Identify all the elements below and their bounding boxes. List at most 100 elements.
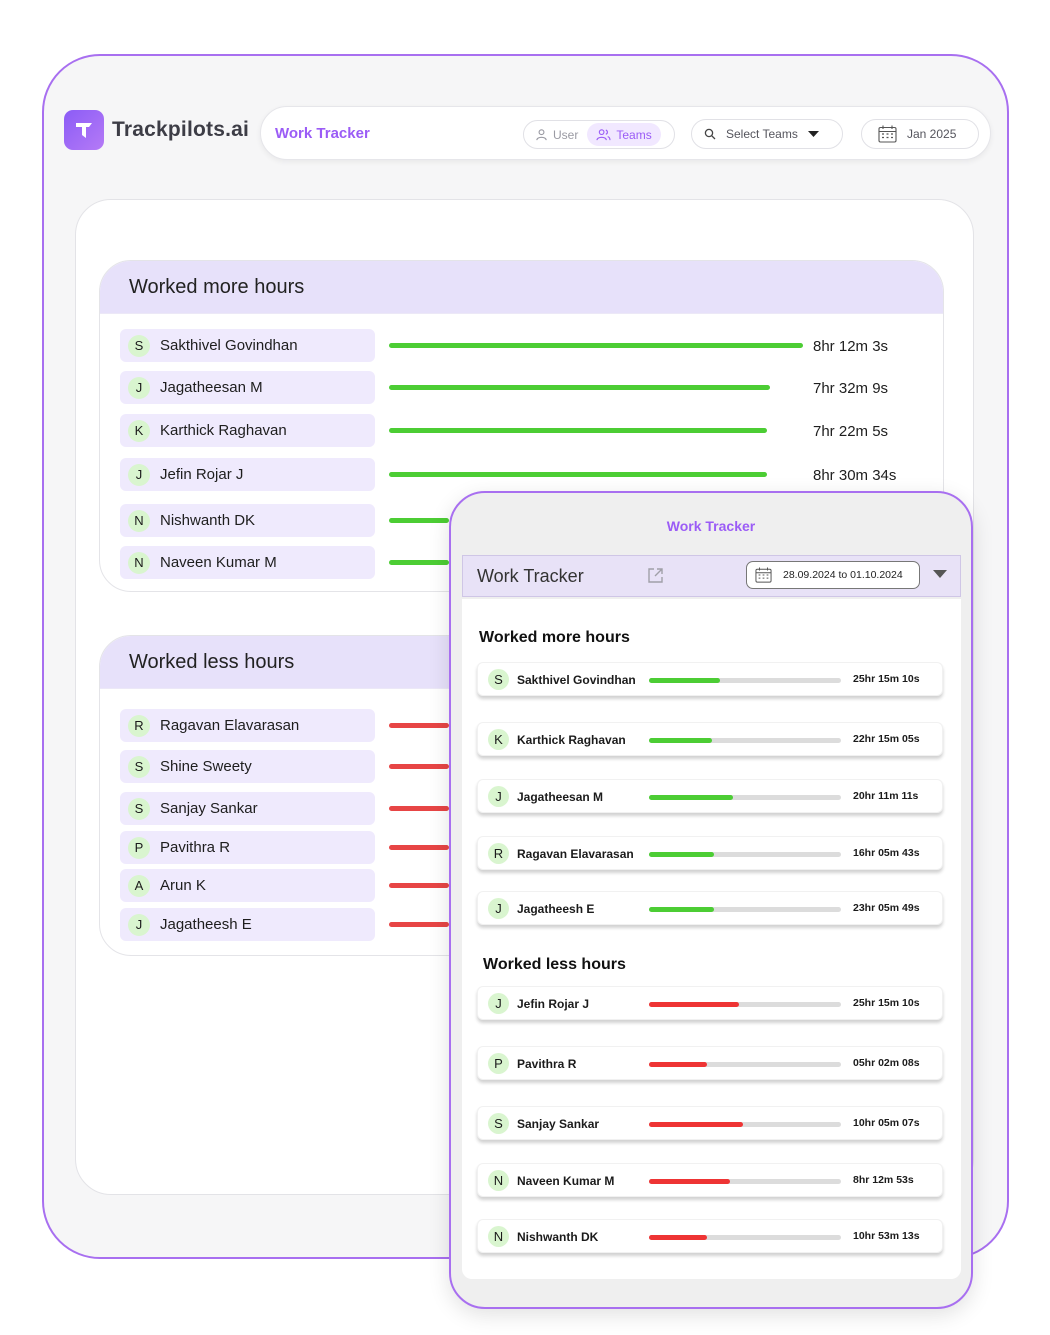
select-teams-dropdown[interactable]: Select Teams [691, 119, 843, 149]
chevron-down-icon[interactable] [933, 570, 947, 578]
hours-bar [389, 385, 770, 390]
hours-progress-fill [649, 1062, 707, 1067]
hours-bar [389, 806, 449, 811]
list-item[interactable]: K Karthick Raghavan 22hr 15m 05s [477, 722, 943, 756]
list-item: S Sanjay Sankar [100, 792, 943, 825]
employee-name: Nishwanth DK [160, 512, 256, 529]
employee-chip[interactable]: J Jagatheesan M [120, 371, 375, 404]
mobile-less-hours-title: Worked less hours [483, 956, 626, 973]
avatar: P [488, 1053, 509, 1074]
employee-name: Sanjay Sankar [517, 1117, 600, 1131]
employee-name: Karthick Raghavan [517, 733, 626, 747]
employee-chip[interactable]: N Naveen Kumar M [120, 546, 375, 579]
hours-value: 16hr 05m 43s [853, 847, 920, 859]
avatar: P [128, 836, 150, 859]
employee-chip[interactable]: K Karthick Raghavan [120, 414, 375, 447]
chevron-down-icon [807, 130, 819, 137]
select-teams-label: Select Teams [726, 127, 798, 141]
hours-progress-track [649, 678, 841, 683]
avatar: S [128, 797, 150, 820]
date-range-picker[interactable]: 28.09.2024 to 01.10.2024 [746, 561, 920, 589]
employee-chip[interactable]: S Sakthivel Govindhan [120, 329, 375, 362]
list-item: J Jagatheesan M 7hr 32m 9s [100, 371, 943, 404]
hours-value: 20hr 11m 11s [853, 790, 919, 802]
hours-progress-track [649, 738, 841, 743]
hours-bar [389, 428, 767, 433]
hours-progress-fill [649, 1122, 744, 1127]
employee-name: Jagatheesan M [160, 379, 263, 396]
hours-bar [389, 560, 449, 565]
employee-chip[interactable]: A Arun K [120, 869, 375, 902]
avatar: J [128, 463, 150, 486]
hours-progress-fill [649, 1235, 707, 1240]
logo-icon [64, 110, 104, 150]
brand-logo[interactable]: Trackpilots.ai [64, 110, 249, 150]
list-item[interactable]: S Sakthivel Govindhan 25hr 15m 10s [477, 662, 943, 696]
external-link-icon[interactable] [647, 567, 664, 584]
mobile-preview: Work Tracker Work Tracker 28.09.2024 to … [449, 491, 973, 1309]
list-item[interactable]: R Ragavan Elavarasan 16hr 05m 43s [477, 836, 943, 870]
hours-progress-track [649, 1122, 841, 1127]
calendar-icon [755, 567, 772, 583]
list-item[interactable]: J Jagatheesan M 20hr 11m 11s [477, 779, 943, 813]
list-item[interactable]: S Sanjay Sankar 10hr 05m 07s [477, 1106, 943, 1140]
employee-name: Shine Sweety [160, 758, 252, 775]
list-item: K Karthick Raghavan 7hr 22m 5s [100, 414, 943, 447]
list-item: N Nishwanth DK [100, 504, 943, 537]
employee-chip[interactable]: S Shine Sweety [120, 750, 375, 783]
avatar: S [128, 334, 150, 357]
toggle-teams[interactable]: Teams [587, 123, 661, 146]
hours-value: 7hr 22m 5s [813, 423, 889, 440]
employee-chip[interactable]: R Ragavan Elavarasan [120, 709, 375, 742]
hours-bar [389, 883, 449, 888]
avatar: K [488, 729, 509, 750]
hours-value: 05hr 02m 08s [853, 1057, 920, 1069]
employee-name: Jagatheesh E [517, 902, 595, 916]
employee-chip[interactable]: J Jagatheesh E [120, 908, 375, 941]
employee-chip[interactable]: N Nishwanth DK [120, 504, 375, 537]
avatar: J [128, 376, 150, 399]
avatar: N [488, 1226, 509, 1247]
hours-progress-track [649, 852, 841, 857]
avatar: R [128, 714, 150, 737]
employee-chip[interactable]: P Pavithra R [120, 831, 375, 864]
hours-value: 8hr 12m 53s [853, 1174, 914, 1186]
hours-value: 23hr 05m 49s [853, 902, 920, 914]
hours-value: 8hr 12m 3s [813, 338, 889, 355]
hours-progress-fill [649, 1179, 730, 1184]
list-item[interactable]: N Naveen Kumar M 8hr 12m 53s [477, 1163, 943, 1197]
list-item[interactable]: J Jagatheesh E 23hr 05m 49s [477, 891, 943, 925]
hours-progress-fill [649, 852, 715, 857]
hours-value: 10hr 53m 13s [853, 1230, 920, 1242]
hours-value: 22hr 15m 05s [853, 733, 920, 745]
toggle-user[interactable]: User [526, 123, 587, 146]
hours-progress-track [649, 1235, 841, 1240]
avatar: J [488, 993, 509, 1014]
employee-chip[interactable]: S Sanjay Sankar [120, 792, 375, 825]
hours-progress-track [649, 1179, 841, 1184]
avatar: R [488, 843, 509, 864]
toggle-teams-label: Teams [616, 127, 652, 142]
users-icon [596, 129, 611, 141]
hours-progress-track [649, 795, 841, 800]
list-item: N Naveen Kumar M [100, 546, 943, 579]
list-item[interactable]: N Nishwanth DK 10hr 53m 13s [477, 1219, 943, 1253]
list-item: A Arun K [100, 869, 943, 902]
date-range-label: 28.09.2024 to 01.10.2024 [783, 569, 903, 581]
list-item[interactable]: P Pavithra R 05hr 02m 08s [477, 1046, 943, 1080]
list-item[interactable]: J Jefin Rojar J 25hr 15m 10s [477, 986, 943, 1020]
page-title: Work Tracker [275, 125, 370, 142]
employee-name: Pavithra R [517, 1057, 577, 1071]
mobile-header-bar: Work Tracker 28.09.2024 to 01.10.2024 [462, 555, 961, 597]
top-toolbar: Work Tracker User Teams Select Teams Jan… [260, 106, 991, 160]
hours-progress-track [649, 1002, 841, 1007]
employee-name: Naveen Kumar M [160, 554, 277, 571]
employee-name: Nishwanth DK [517, 1230, 599, 1244]
mobile-more-hours-title: Worked more hours [479, 629, 630, 646]
avatar: J [488, 786, 509, 807]
avatar: N [128, 509, 150, 532]
employee-chip[interactable]: J Jefin Rojar J [120, 458, 375, 491]
month-picker[interactable]: Jan 2025 [861, 119, 979, 149]
toggle-user-label: User [553, 127, 579, 142]
calendar-icon [878, 125, 897, 143]
